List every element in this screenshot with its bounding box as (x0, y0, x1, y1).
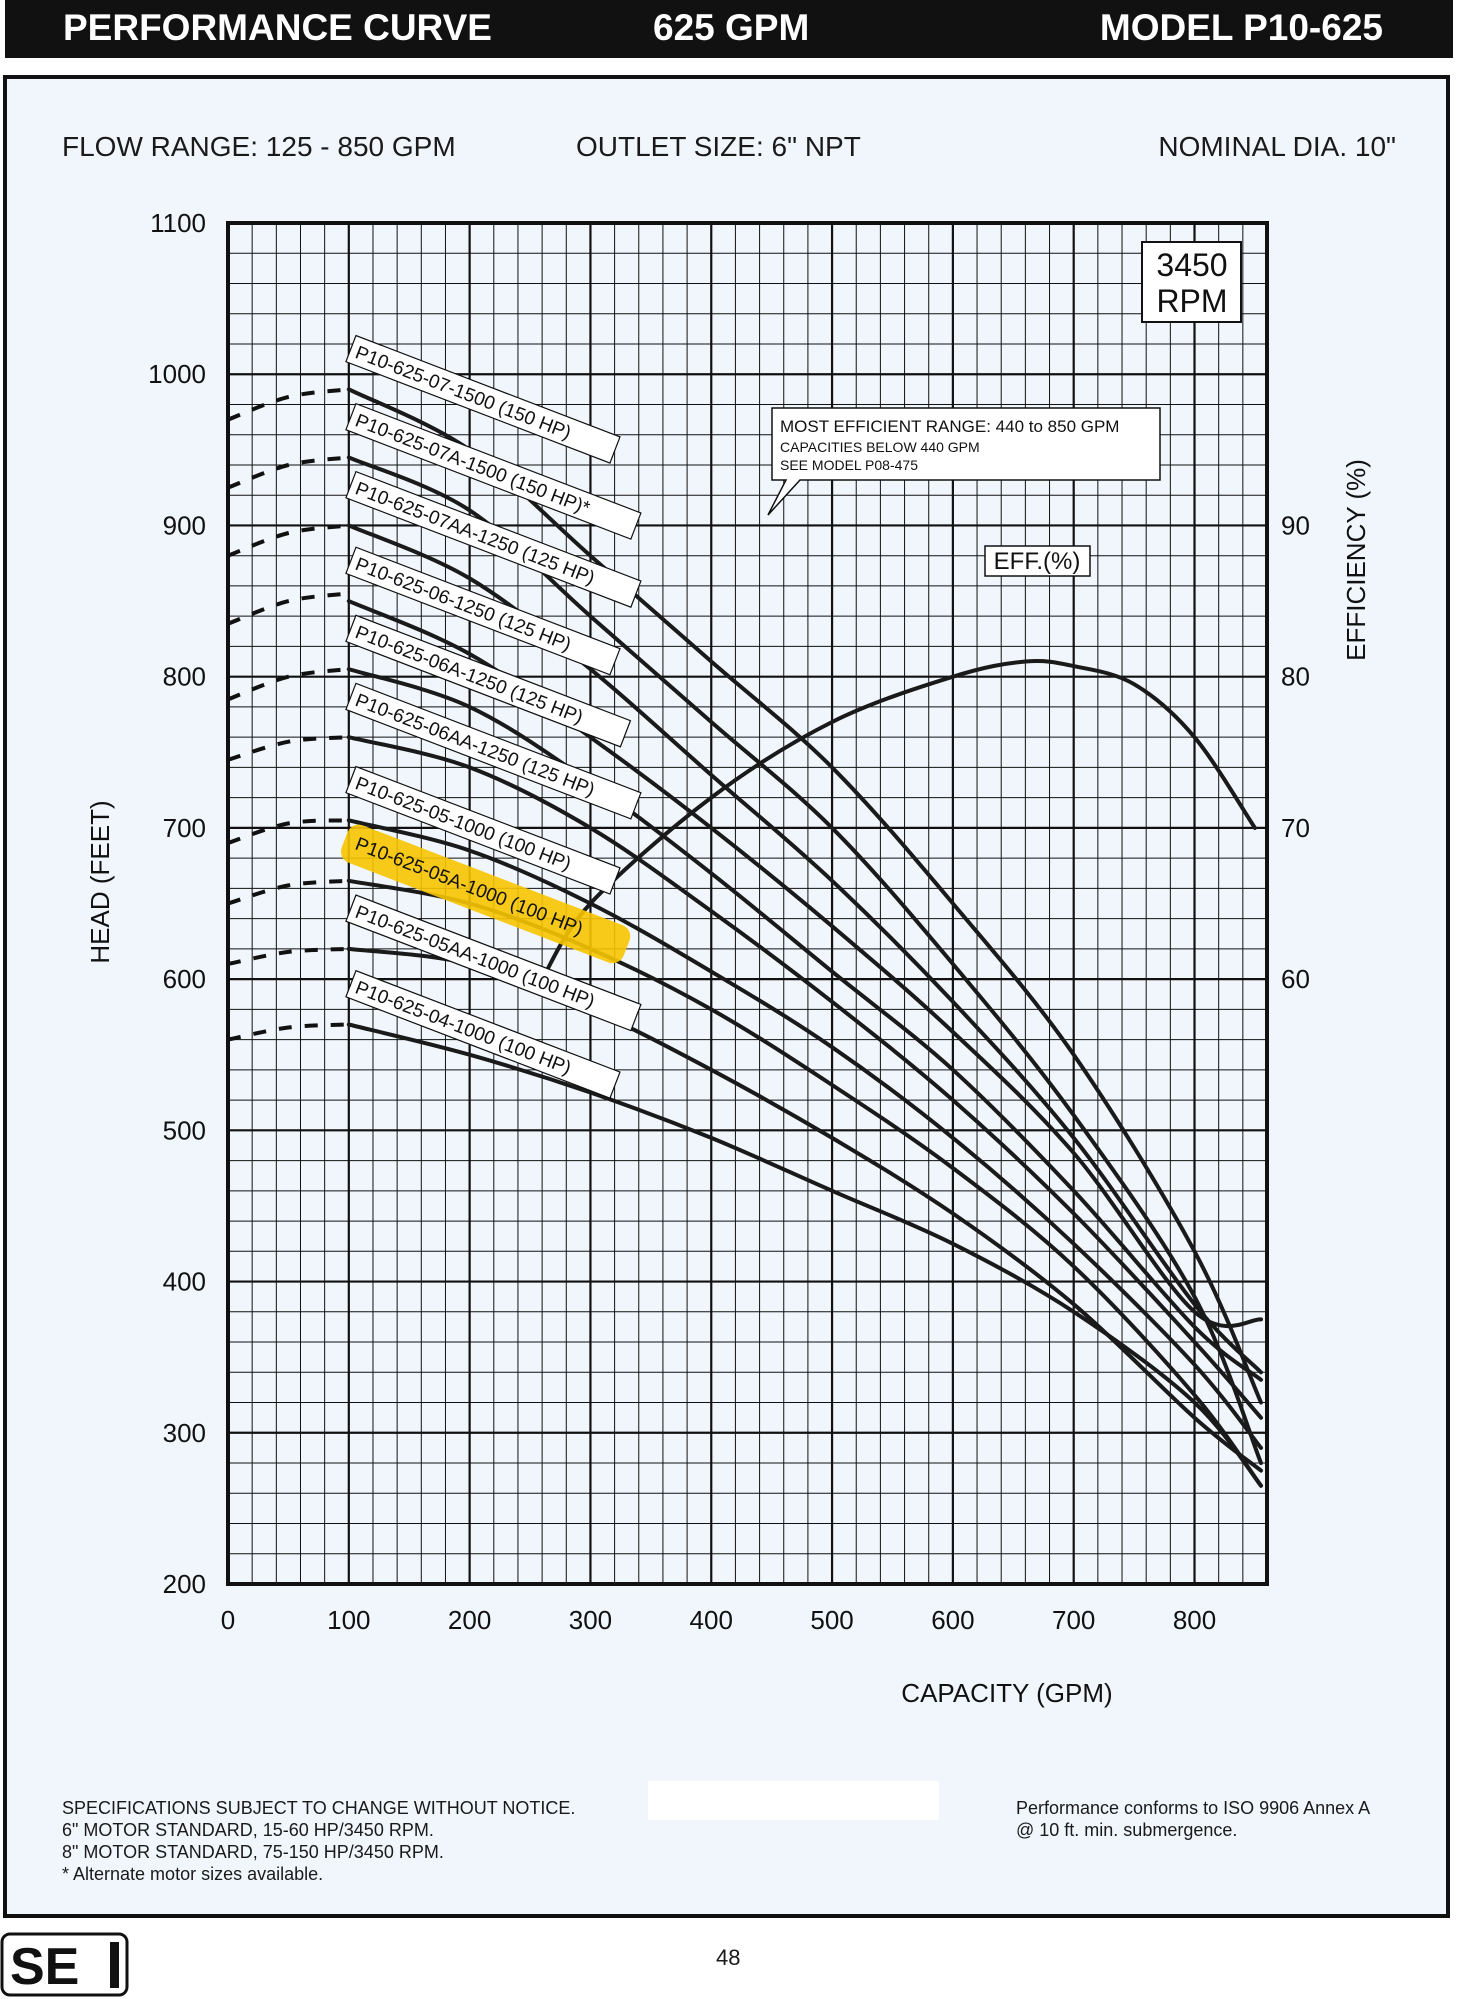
y-tick-label: 500 (163, 1115, 206, 1145)
efficiency-curve (540, 658, 1257, 982)
head-curve (346, 667, 1263, 1382)
footer-note: * Alternate motor sizes available. (62, 1864, 324, 1884)
x-tick-label: 800 (1173, 1605, 1216, 1635)
dashed-series-line (227, 591, 350, 626)
nominal-dia: NOMINAL DIA. 10" (1158, 131, 1396, 162)
performance-chart: 0 100 200 300 400 500 600 700 800 200 300 400 500 600… (85, 208, 1371, 1708)
chart-frame (3, 75, 1450, 1918)
dashed-series-line (227, 946, 349, 966)
eff-label-box: EFF.(%) (984, 545, 1091, 577)
callout-line1: MOST EFFICIENT RANGE: 440 to 850 GPM (780, 417, 1119, 436)
y-tick-label: 900 (163, 510, 206, 540)
footer-note: @ 10 ft. min. submergence. (1016, 1820, 1238, 1840)
footer-notes: SPECIFICATIONS SUBJECT TO CHANGE WITHOUT… (62, 1797, 575, 1885)
y-tick-label: 700 (163, 813, 206, 843)
header-model: MODEL P10-625 (1099, 7, 1383, 48)
y-tick-label: 800 (163, 662, 206, 692)
x-tick-label: 300 (569, 1605, 612, 1635)
head-curve (346, 1022, 1263, 1488)
x-tick-label: 500 (810, 1605, 853, 1635)
y2-tick-label: 60 (1281, 964, 1310, 994)
callout-line2: CAPACITIES BELOW 440 GPM (780, 439, 980, 455)
callout-line3: SEE MODEL P08-475 (780, 457, 918, 473)
header-title: PERFORMANCE CURVE (63, 7, 492, 48)
x-tick-label: 600 (931, 1605, 974, 1635)
dashed-series-line (227, 878, 349, 906)
dashed-series-line (227, 667, 350, 702)
y-tick-label: 200 (163, 1569, 206, 1599)
dashed-series-line (227, 523, 350, 558)
rpm-value: 3450 (1156, 247, 1227, 283)
footer-note: Performance conforms to ISO 9906 Annex A (1016, 1798, 1371, 1818)
y-tick-label: 300 (163, 1418, 206, 1448)
y2-tick-label: 80 (1281, 662, 1310, 692)
x-tick-label: 400 (690, 1605, 733, 1635)
y-tick-label: 600 (163, 964, 206, 994)
footer-note: 8" MOTOR STANDARD, 75-150 HP/3450 RPM. (62, 1842, 444, 1862)
y2-axis-title: EFFICIENCY (%) (1341, 459, 1371, 661)
y-tick-label: 1100 (150, 208, 206, 238)
head-curve (346, 735, 1263, 1420)
page-number: 48 (716, 1945, 741, 1970)
header-bar: PERFORMANCE CURVE 625 GPM MODEL P10-625 (5, 0, 1453, 58)
sei-logo: SE (0, 1932, 129, 1997)
dashed-series-line (227, 818, 349, 845)
rpm-unit: RPM (1156, 283, 1227, 319)
efficiency-callout: MOST EFFICIENT RANGE: 440 to 850 GPM CAP… (767, 407, 1161, 516)
dashed-series-line (227, 1022, 349, 1042)
x-tick-label: 100 (327, 1605, 370, 1635)
x-tick-label: 700 (1052, 1605, 1095, 1635)
dashed-series-line (227, 455, 350, 490)
dashed-series-line (227, 735, 349, 762)
y2-tick-label: 70 (1281, 813, 1310, 843)
head-curve (346, 818, 1263, 1450)
outlet-size: OUTLET SIZE: 6" NPT (576, 131, 861, 162)
y-axis-title: HEAD (FEET) (85, 800, 115, 963)
x-tick-label: 200 (448, 1605, 491, 1635)
flow-range: FLOW RANGE: 125 - 850 GPM (62, 131, 456, 162)
eff-label: EFF.(%) (994, 548, 1081, 575)
svg-text:SE: SE (10, 1938, 79, 1996)
blank-box (648, 1781, 939, 1820)
y-tick-label: 1000 (148, 359, 206, 389)
dashed-series-line (227, 387, 350, 422)
x-axis-title: CAPACITY (GPM) (901, 1678, 1112, 1708)
header-gpm: 625 GPM (653, 7, 810, 48)
rpm-box: 3450 RPM (1141, 241, 1242, 323)
footer-conformance: Performance conforms to ISO 9906 Annex A… (1016, 1797, 1370, 1841)
x-tick-label: 0 (221, 1605, 235, 1635)
footer-note: 6" MOTOR STANDARD, 15-60 HP/3450 RPM. (62, 1820, 434, 1840)
footer-note: SPECIFICATIONS SUBJECT TO CHANGE WITHOUT… (62, 1798, 576, 1818)
y2-tick-label: 90 (1281, 510, 1310, 540)
y-tick-label: 400 (163, 1267, 206, 1297)
